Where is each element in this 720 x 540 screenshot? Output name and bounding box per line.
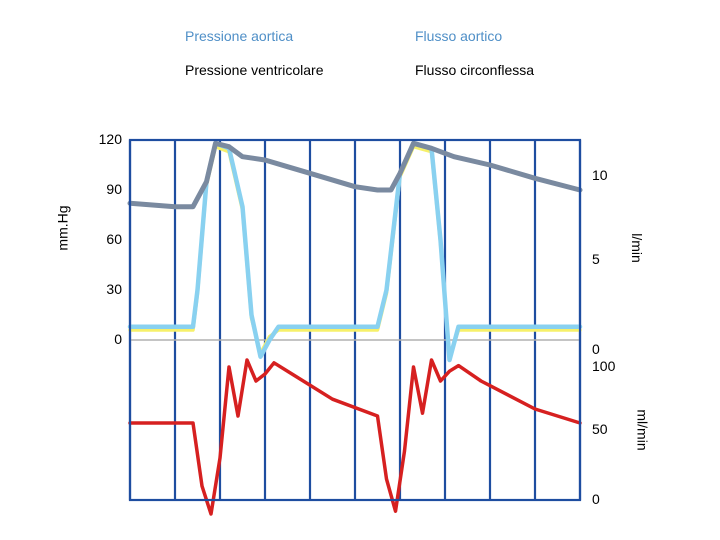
right-upper-tick: 0: [592, 341, 632, 357]
right-lower-tick: 0: [592, 491, 632, 507]
legend-pressione-aortica: Pressione aortica: [185, 28, 293, 44]
left-tick: 90: [82, 181, 122, 197]
left-tick: 30: [82, 281, 122, 297]
left-tick: 120: [82, 131, 122, 147]
left-tick: 0: [82, 331, 122, 347]
legend-pressione-ventricolare: Pressione ventricolare: [185, 62, 324, 78]
chart-svg: [0, 0, 720, 540]
axis-unit-right-lower: ml/min: [635, 409, 651, 450]
legend-flusso-aortico: Flusso aortico: [415, 28, 502, 44]
left-tick: 60: [82, 231, 122, 247]
right-upper-tick: 10: [592, 167, 632, 183]
axis-unit-left: mm.Hg: [55, 205, 71, 250]
right-upper-tick: 5: [592, 251, 632, 267]
right-lower-tick: 50: [592, 421, 632, 437]
right-lower-tick: 100: [592, 358, 632, 374]
legend-flusso-circonflessa: Flusso circonflessa: [415, 62, 534, 78]
